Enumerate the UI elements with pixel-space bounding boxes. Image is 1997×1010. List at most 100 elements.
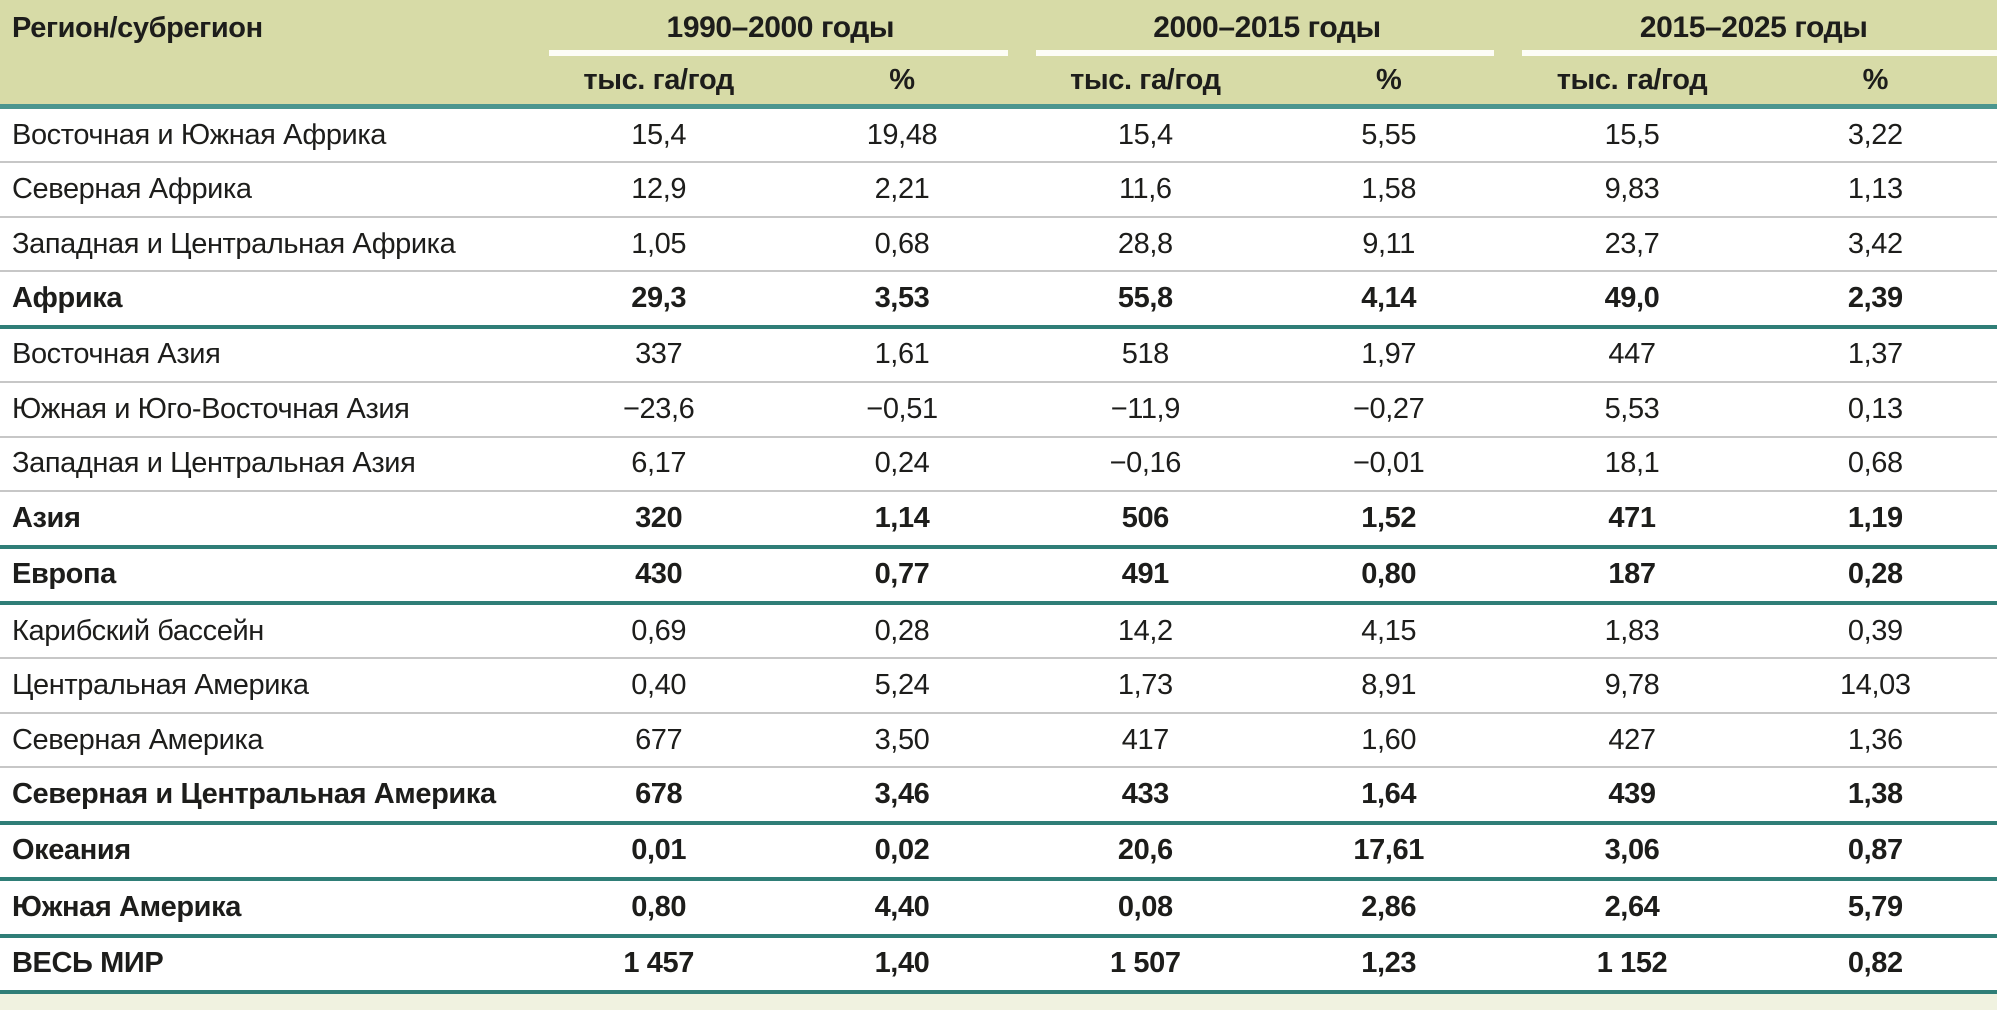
value-cell: 4,40: [874, 890, 930, 923]
value-cell: 0,28: [1847, 558, 1903, 591]
table-row: Западная и Центральная Африка 1,05 0,68 …: [0, 217, 1997, 273]
value-cell: 19,48: [866, 118, 938, 151]
value-cell: 518: [1121, 338, 1170, 371]
table-body: Восточная и Южная Африка 15,4 19,48 15,4…: [0, 109, 1997, 994]
subheader-rate-2: тыс. га/год: [1070, 63, 1221, 96]
value-cell: 1,38: [1847, 777, 1903, 810]
region-cell: Африка: [12, 282, 123, 315]
value-cell: 1,60: [1361, 723, 1417, 756]
value-cell: 0,28: [874, 614, 930, 647]
subheader-rate-3: тыс. га/год: [1556, 63, 1708, 96]
region-cell: Европа: [12, 558, 116, 591]
subheader-percent-1: %: [889, 63, 915, 96]
table-row: Океания 0,01 0,02 20,6 17,61 3,06 0,87: [0, 824, 1997, 882]
region-cell: Океания: [12, 834, 131, 867]
value-cell: 433: [1121, 777, 1170, 810]
value-cell: 2,64: [1604, 890, 1660, 923]
value-cell: 5,79: [1847, 890, 1903, 923]
value-cell: 506: [1121, 501, 1170, 534]
value-cell: 0,80: [631, 890, 687, 923]
table-row: Южная Америка 0,80 4,40 0,08 2,86 2,64 5…: [0, 881, 1997, 938]
value-cell: 20,6: [1117, 834, 1173, 867]
region-cell: Карибский бассейн: [12, 614, 264, 647]
value-cell: 1,40: [874, 947, 930, 980]
table-row: Европа 430 0,77 491 0,80 187 0,28: [0, 548, 1997, 605]
value-cell: 1,23: [1361, 947, 1417, 980]
group-header-2000-2015: 2000–2015 годы: [1024, 0, 1511, 56]
region-cell: Западная и Центральная Африка: [12, 227, 456, 260]
value-cell: 0,39: [1847, 614, 1903, 647]
value-cell: 14,03: [1840, 669, 1911, 702]
region-cell: Восточная Азия: [12, 338, 221, 371]
table-row: Западная и Центральная Азия 6,17 0,24 −0…: [0, 437, 1997, 493]
value-cell: −23,6: [622, 392, 695, 425]
value-cell: 1 457: [623, 947, 694, 980]
value-cell: 2,86: [1361, 890, 1417, 923]
value-cell: 430: [635, 558, 683, 591]
value-cell: 1 507: [1110, 947, 1181, 980]
region-column-header: Регион/субрегион: [12, 11, 263, 44]
value-cell: 3,50: [874, 723, 930, 756]
value-cell: 0,87: [1847, 834, 1903, 867]
value-cell: 9,78: [1604, 669, 1660, 702]
value-cell: 1,58: [1361, 173, 1417, 206]
region-cell: Южная и Юго-Восточная Азия: [12, 392, 410, 425]
value-cell: 0,80: [1361, 558, 1417, 591]
value-cell: 491: [1121, 558, 1170, 591]
value-cell: 1,36: [1847, 723, 1903, 756]
value-cell: 320: [635, 501, 683, 534]
region-cell: Северная Африка: [12, 173, 252, 206]
value-cell: 678: [635, 777, 683, 810]
value-cell: 49,0: [1604, 282, 1660, 315]
table-row: Восточная и Южная Африка 15,4 19,48 15,4…: [0, 109, 1997, 164]
value-cell: 1,37: [1847, 338, 1903, 371]
value-cell: 1,19: [1847, 501, 1903, 534]
value-cell: 1,14: [874, 501, 930, 534]
value-cell: 3,22: [1847, 118, 1903, 151]
value-cell: 3,53: [874, 282, 930, 315]
value-cell: 1,61: [874, 338, 930, 371]
header-group-row: Регион/субрегион 1990–2000 годы 2000–201…: [0, 0, 1997, 56]
value-cell: 4,15: [1361, 614, 1417, 647]
value-cell: 0,24: [874, 447, 930, 480]
value-cell: 17,61: [1353, 834, 1424, 867]
value-cell: 1,83: [1604, 614, 1660, 647]
value-cell: 1 152: [1596, 947, 1668, 980]
region-cell: Восточная и Южная Африка: [12, 118, 386, 151]
value-cell: −0,01: [1352, 447, 1425, 480]
region-cell: Южная Америка: [12, 890, 241, 923]
value-cell: 0,69: [631, 614, 687, 647]
value-cell: 0,01: [631, 834, 687, 867]
value-cell: 11,6: [1118, 173, 1172, 206]
value-cell: 1,97: [1361, 338, 1417, 371]
table-row: Северная и Центральная Америка 678 3,46 …: [0, 768, 1997, 825]
value-cell: −11,9: [1110, 392, 1181, 425]
value-cell: 1,05: [631, 227, 687, 260]
value-cell: 55,8: [1117, 282, 1173, 315]
value-cell: 337: [635, 338, 683, 371]
table-row: Северная Африка 12,9 2,21 11,6 1,58 9,83…: [0, 163, 1997, 218]
group-header-2015-2025: 2015–2025 годы: [1510, 0, 1997, 56]
value-cell: 12,9: [631, 173, 687, 206]
table-row: Центральная Америка 0,40 5,24 1,73 8,91 …: [0, 659, 1997, 714]
value-cell: 15,5: [1604, 118, 1660, 151]
subheader-percent-2: %: [1375, 63, 1402, 96]
value-cell: 447: [1608, 338, 1656, 371]
table-row: Восточная Азия 337 1,61 518 1,97 447 1,3…: [0, 328, 1997, 384]
table-row: Африка 29,3 3,53 55,8 4,14 49,0 2,39: [0, 272, 1997, 329]
value-cell: 1,73: [1117, 669, 1173, 702]
value-cell: 3,42: [1847, 227, 1903, 260]
value-cell: −0,16: [1109, 447, 1182, 480]
value-cell: 0,13: [1847, 392, 1903, 425]
region-cell: Северная и Центральная Америка: [12, 777, 496, 810]
subheader-spacer: [0, 56, 537, 104]
value-cell: 0,77: [874, 558, 930, 591]
region-cell: Западная и Центральная Азия: [12, 447, 416, 480]
value-cell: 0,02: [874, 834, 930, 867]
value-cell: 4,14: [1361, 282, 1417, 315]
region-cell: Северная Америка: [12, 723, 264, 756]
value-cell: 2,39: [1847, 282, 1903, 315]
value-cell: 439: [1608, 777, 1656, 810]
value-cell: 0,68: [1847, 447, 1903, 480]
